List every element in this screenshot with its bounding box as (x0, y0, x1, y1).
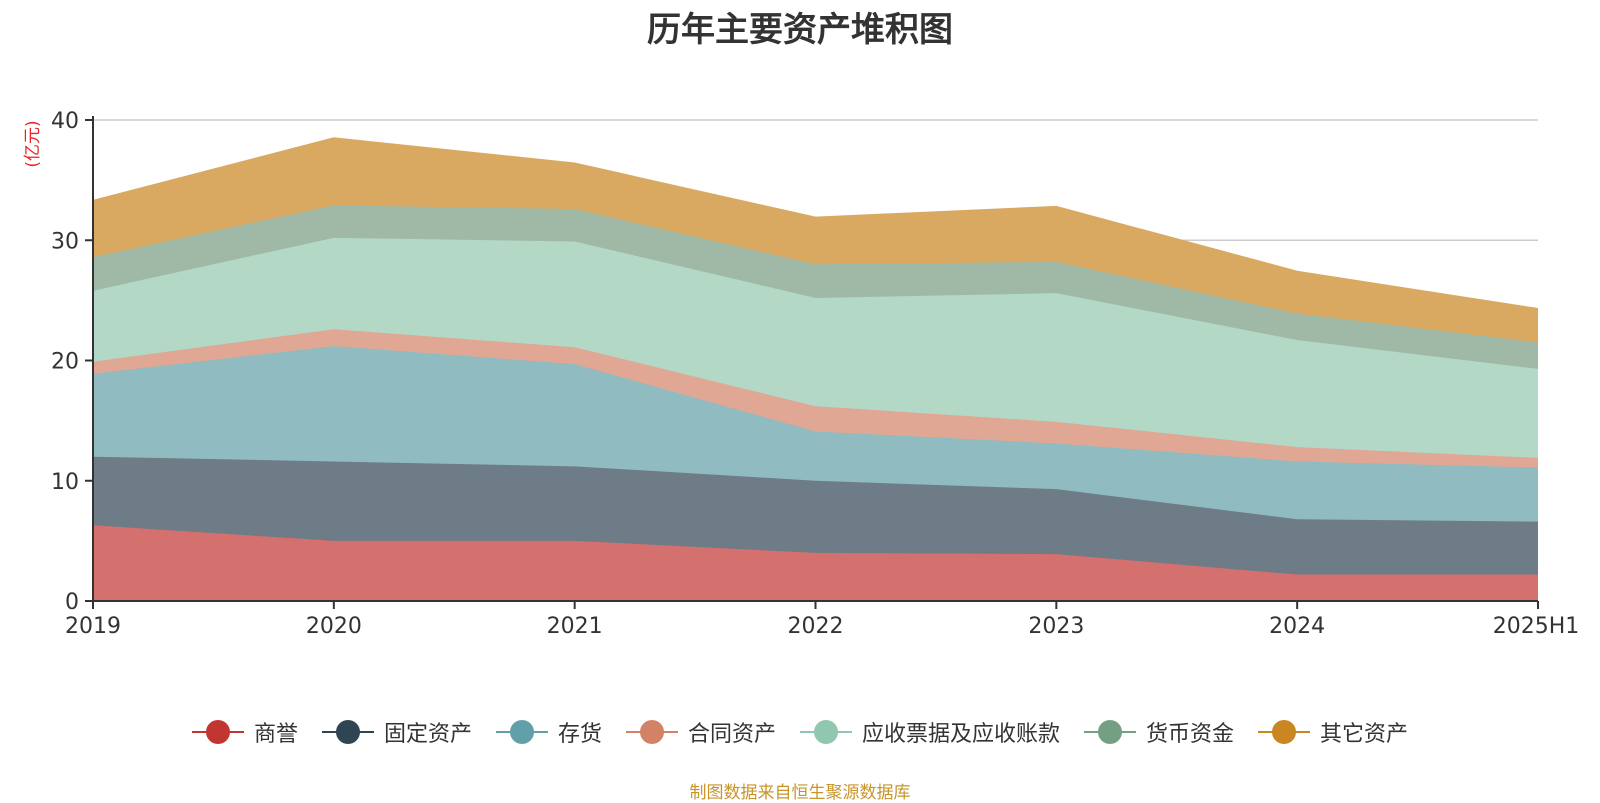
legend-marker-icon (1258, 720, 1311, 744)
legend-item-7[interactable]: 其它资产 (1258, 716, 1408, 748)
area-series-6 (93, 205, 1538, 369)
legend-marker-icon (495, 720, 548, 744)
x-tick-label: 2020 (306, 614, 362, 639)
legend-item-1[interactable]: 商誉 (191, 716, 298, 748)
y-tick-label: 20 (51, 350, 79, 375)
legend-label: 货币资金 (1146, 722, 1235, 747)
x-tick-label: 2022 (788, 614, 844, 639)
area-series-1 (93, 525, 1538, 601)
series-line-7 (92, 137, 1539, 310)
legend-marker-icon (321, 720, 374, 744)
legend-label: 固定资产 (383, 722, 472, 747)
stacked-areas (92, 137, 1539, 601)
legend-item-5[interactable]: 应收票据及应收账款 (800, 716, 1060, 748)
chart-title: 历年主要资产堆积图 (647, 10, 953, 50)
x-tick-label: 2021 (547, 614, 603, 639)
y-tick-label: 40 (51, 109, 79, 134)
data-source-note: 制图数据来自恒生聚源数据库 (689, 783, 911, 803)
legend-item-2[interactable]: 固定资产 (321, 716, 472, 748)
x-tick-label: 2023 (1028, 614, 1084, 639)
legend-label: 存货 (557, 722, 602, 747)
legend-marker-icon (191, 720, 244, 744)
legend-item-6[interactable]: 货币资金 (1084, 716, 1234, 748)
y-tick-label: 10 (51, 470, 79, 495)
area-series-4 (93, 329, 1538, 468)
legend-label: 应收票据及应收账款 (862, 722, 1061, 747)
legend-marker-icon (625, 720, 678, 744)
area-series-3 (93, 346, 1538, 522)
y-tick-label: 0 (65, 590, 79, 615)
legend-marker-icon (1084, 720, 1137, 744)
legend-marker-icon (800, 720, 852, 744)
area-series-2 (93, 456, 1538, 575)
x-tick-label: 2019 (65, 614, 121, 639)
legend-item-3[interactable]: 存货 (495, 716, 602, 748)
area-series-7 (93, 138, 1538, 343)
legend: 商誉 固定资产 存货 合同资产 应收票据及应收账款 货币资金 其它资产 (0, 716, 1600, 748)
area-series-5 (93, 237, 1538, 458)
legend-item-4[interactable]: 合同资产 (625, 716, 776, 748)
x-tick-label: 2025H1 (1493, 614, 1580, 639)
legend-label: 其它资产 (1320, 722, 1409, 747)
y-axis-unit-label: (亿元) (23, 120, 43, 167)
x-tick-label: 2024 (1269, 614, 1325, 639)
legend-label: 合同资产 (687, 722, 776, 747)
y-tick-label: 30 (51, 229, 79, 254)
legend-label: 商誉 (253, 722, 298, 747)
axes: 0 10 20 30 40 2019 2020 2021 2022 2023 2024 2025H1 (51, 109, 1579, 639)
